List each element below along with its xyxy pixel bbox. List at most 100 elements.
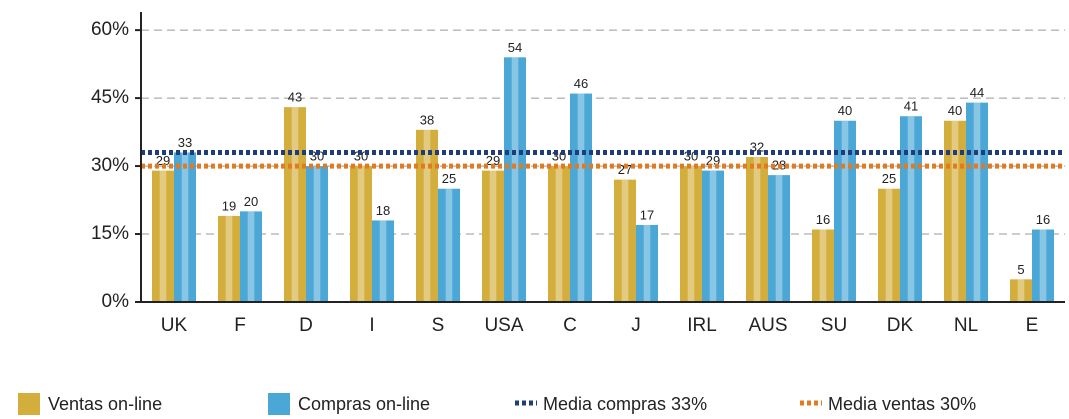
- bar: [570, 93, 592, 302]
- data-label: 25: [442, 171, 456, 186]
- data-label: 40: [838, 103, 852, 118]
- x-tick-label: C: [563, 315, 577, 336]
- bar-shine: [511, 57, 519, 302]
- bar: [746, 157, 768, 302]
- bar-shine: [577, 93, 585, 302]
- bar-shine: [379, 220, 387, 302]
- x-tick-label: USA: [484, 315, 523, 336]
- bar-shine: [181, 152, 189, 302]
- data-label: 44: [970, 85, 984, 100]
- y-tick-label: 0%: [102, 291, 130, 312]
- bar-shine: [445, 188, 453, 302]
- x-tick-label: S: [432, 315, 445, 336]
- bar-shine: [841, 120, 849, 302]
- data-label: 30: [310, 149, 324, 164]
- bar-shine: [159, 170, 167, 302]
- bar: [306, 166, 328, 302]
- legend-label: Media ventas 30%: [828, 394, 976, 414]
- bar: [702, 170, 724, 302]
- data-label: 16: [1036, 212, 1050, 227]
- legend-swatch: [18, 393, 40, 415]
- bar-shine: [291, 107, 299, 302]
- bar: [350, 166, 372, 302]
- bar: [900, 116, 922, 302]
- bar-shine: [973, 102, 981, 302]
- data-label: 29: [156, 153, 170, 168]
- data-label: 29: [486, 153, 500, 168]
- data-label: 19: [222, 198, 236, 213]
- bar-shine: [709, 170, 717, 302]
- bar: [878, 188, 900, 302]
- legend-label: Compras on-line: [298, 394, 430, 414]
- bar: [482, 170, 504, 302]
- data-label: 40: [948, 103, 962, 118]
- bar-shine: [489, 170, 497, 302]
- data-label: 16: [816, 212, 830, 227]
- bar: [1010, 279, 1032, 302]
- x-tick-label: UK: [161, 315, 188, 336]
- x-tick-label: F: [234, 315, 246, 336]
- bar-shine: [819, 229, 827, 302]
- bar-shine: [621, 179, 629, 302]
- bar: [218, 215, 240, 302]
- data-label: 18: [376, 203, 390, 218]
- bar: [438, 188, 460, 302]
- data-label: 38: [420, 112, 434, 127]
- legend-swatch: [268, 393, 290, 415]
- bar-shine: [885, 188, 893, 302]
- bar-shine: [1039, 229, 1047, 302]
- bar-shine: [775, 175, 783, 302]
- legend-label: Ventas on-line: [48, 394, 162, 414]
- bar-shine: [753, 157, 761, 302]
- bar-shine: [225, 215, 233, 302]
- x-tick-label: E: [1026, 315, 1039, 336]
- legend-label: Media compras 33%: [543, 394, 707, 414]
- bar-shine: [555, 166, 563, 302]
- data-label: 46: [574, 76, 588, 91]
- bar-shine: [247, 211, 255, 302]
- bar: [152, 170, 174, 302]
- bar: [416, 129, 438, 302]
- bar-shine: [643, 224, 651, 302]
- bar-shine: [423, 129, 431, 302]
- data-label: 20: [244, 194, 258, 209]
- bar-shine: [1017, 279, 1025, 302]
- bar: [284, 107, 306, 302]
- bar: [548, 166, 570, 302]
- data-label: 43: [288, 90, 302, 105]
- bar-shine: [357, 166, 365, 302]
- x-tick-label: AUS: [748, 315, 787, 336]
- bar: [812, 229, 834, 302]
- bar: [636, 224, 658, 302]
- y-tick-label: 45%: [91, 87, 129, 108]
- x-tick-label: NL: [954, 315, 978, 336]
- data-label: 30: [354, 149, 368, 164]
- data-label: 54: [508, 40, 522, 55]
- data-label: 5: [1017, 262, 1024, 277]
- y-tick-label: 30%: [91, 155, 129, 176]
- y-tick-label: 15%: [91, 223, 129, 244]
- bar: [680, 166, 702, 302]
- x-tick-label: I: [369, 315, 374, 336]
- x-tick-label: SU: [821, 315, 847, 336]
- x-tick-label: J: [631, 315, 641, 336]
- bar-shine: [951, 120, 959, 302]
- bar: [174, 152, 196, 302]
- x-tick-label: IRL: [687, 315, 717, 336]
- bar: [504, 57, 526, 302]
- y-tick-label: 60%: [91, 19, 129, 40]
- x-tick-label: D: [299, 315, 313, 336]
- data-label: 17: [640, 207, 654, 222]
- bar-shine: [313, 166, 321, 302]
- bar: [614, 179, 636, 302]
- bar-shine: [687, 166, 695, 302]
- bar: [372, 220, 394, 302]
- data-label: 27: [618, 162, 632, 177]
- data-label: 25: [882, 171, 896, 186]
- bar-shine: [907, 116, 915, 302]
- bar: [1032, 229, 1054, 302]
- data-label: 41: [904, 99, 918, 114]
- bar: [240, 211, 262, 302]
- data-label: 33: [178, 135, 192, 150]
